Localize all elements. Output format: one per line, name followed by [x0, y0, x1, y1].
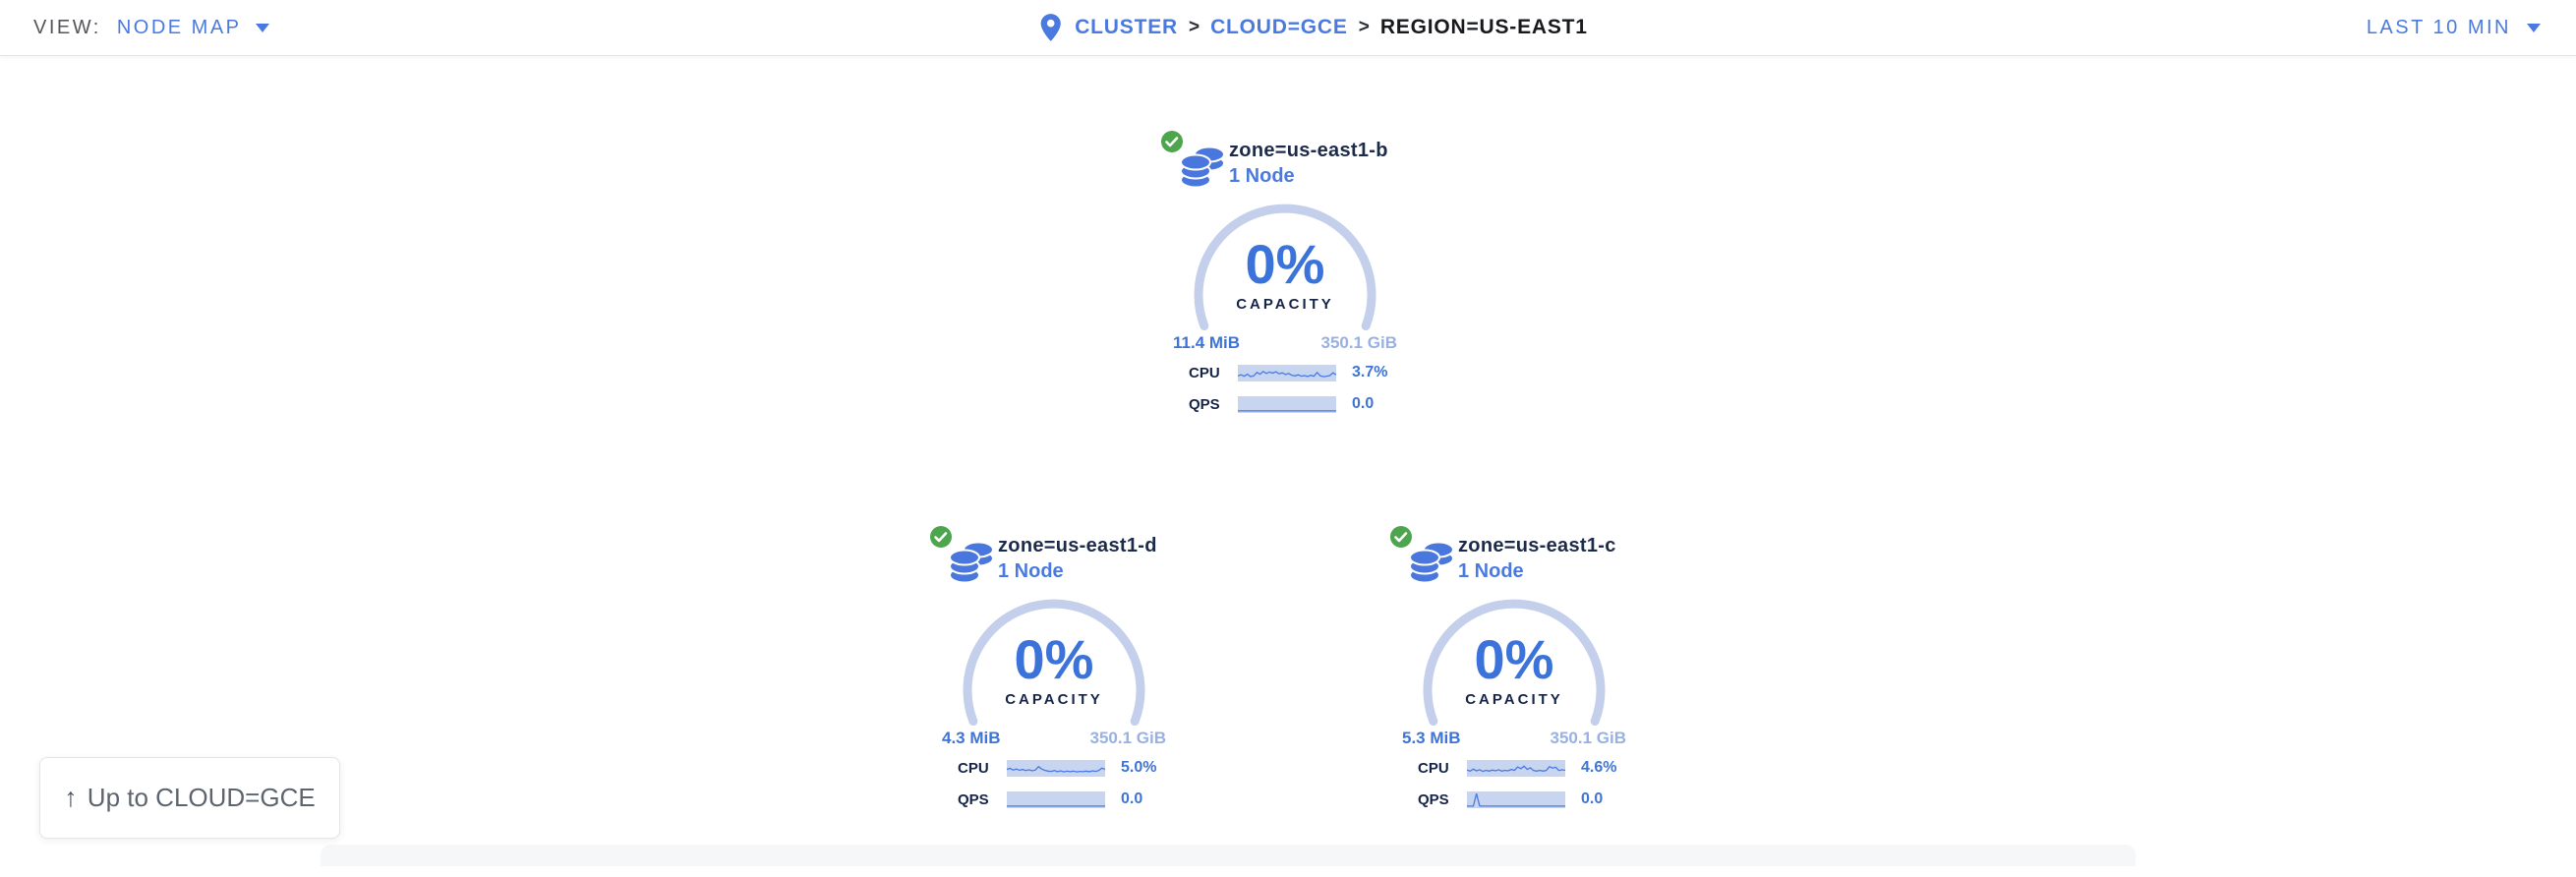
capacity-used: 11.4 MiB — [1173, 333, 1241, 352]
capacity-gauge: 0% CAPACITY — [1194, 204, 1376, 330]
capacity-gauge: 0% CAPACITY — [963, 599, 1145, 726]
cpu-value: 3.7% — [1352, 364, 1388, 380]
zone-card-us-east1-c[interactable]: zone=us-east1-c 1 Node 0% CAPACITY 5.3 M… — [1357, 520, 1671, 845]
capacity-percentage: 0% — [1475, 628, 1554, 690]
view-selector-dropdown[interactable]: NODE MAP — [117, 17, 269, 39]
zone-card-us-east1-b[interactable]: zone=us-east1-b 1 Node 0% CAPACITY 11.4 … — [1128, 125, 1442, 449]
zone-name: zone=us-east1-b — [1229, 140, 1388, 161]
capacity-total: 350.1 GiB — [1550, 729, 1627, 747]
capacity-label: CAPACITY — [1465, 691, 1563, 708]
capacity-gauge-arc — [1423, 599, 1606, 726]
breadcrumb-current-region: REGION=US-EAST1 — [1379, 16, 1588, 38]
qps-value: 0.0 — [1352, 395, 1375, 412]
zone-node-count: 1 Node — [1458, 560, 1524, 582]
zone-card-us-east1-d[interactable]: zone=us-east1-d 1 Node 0% CAPACITY 4.3 M… — [897, 520, 1211, 845]
capacity-percentage: 0% — [1246, 233, 1325, 295]
map-ground-strip — [321, 845, 2136, 866]
capacity-used: 4.3 MiB — [942, 729, 1001, 747]
capacity-gauge-arc — [1194, 204, 1376, 330]
zone-node-count: 1 Node — [998, 560, 1064, 582]
capacity-gauge: 0% CAPACITY — [1423, 599, 1606, 726]
capacity-used: 5.3 MiB — [1402, 729, 1461, 747]
cpu-label: CPU — [958, 759, 989, 777]
chevron-down-icon — [2527, 23, 2541, 32]
capacity-total: 350.1 GiB — [1320, 333, 1398, 352]
capacity-label: CAPACITY — [1005, 691, 1103, 708]
breadcrumb-separator: > — [1188, 17, 1200, 37]
up-button[interactable]: ↑ Up to CLOUD=GCE — [39, 757, 340, 839]
capacity-gauge-arc — [963, 599, 1145, 726]
time-range-selector[interactable]: LAST 10 MIN — [2367, 17, 2541, 39]
capacity-label: CAPACITY — [1236, 296, 1334, 313]
location-pin-icon — [1040, 14, 1061, 41]
cpu-value: 5.0% — [1121, 759, 1157, 776]
cpu-label: CPU — [1189, 364, 1220, 381]
qps-label: QPS — [958, 790, 989, 808]
status-ok-icon — [930, 526, 952, 548]
cpu-sparkline — [1007, 759, 1105, 777]
database-stack-icon — [1180, 146, 1225, 189]
qps-value: 0.0 — [1581, 790, 1604, 807]
node-map-canvas: zone=us-east1-b 1 Node 0% CAPACITY 11.4 … — [0, 56, 2576, 877]
status-ok-icon — [1161, 131, 1183, 152]
capacity-percentage: 0% — [1015, 628, 1094, 690]
zone-name: zone=us-east1-c — [1458, 535, 1616, 556]
cpu-sparkline — [1467, 759, 1565, 777]
qps-label: QPS — [1418, 790, 1449, 808]
cpu-value: 4.6% — [1581, 759, 1617, 776]
breadcrumb: CLUSTER > CLOUD=GCE > REGION=US-EAST1 — [1039, 13, 1588, 42]
time-range-value: LAST 10 MIN — [2366, 16, 2511, 38]
breadcrumb-link-cluster[interactable]: CLUSTER — [1075, 16, 1178, 38]
up-arrow-icon: ↑ — [64, 783, 78, 812]
qps-value: 0.0 — [1121, 790, 1143, 807]
breadcrumb-link-cloud-gce[interactable]: CLOUD=GCE — [1210, 16, 1348, 38]
qps-sparkline — [1238, 395, 1336, 413]
zone-node-count: 1 Node — [1229, 165, 1295, 187]
view-bar: VIEW: NODE MAP CLUSTER > CLOUD=GCE > REG… — [0, 0, 2576, 56]
up-button-label: Up to CLOUD=GCE — [87, 783, 316, 812]
view-selector-value: NODE MAP — [116, 16, 242, 38]
database-stack-icon — [1409, 541, 1454, 584]
cpu-label: CPU — [1418, 759, 1449, 777]
status-ok-icon — [1390, 526, 1412, 548]
zone-name: zone=us-east1-d — [998, 535, 1157, 556]
qps-sparkline — [1467, 790, 1565, 808]
chevron-down-icon — [255, 23, 269, 32]
database-stack-icon — [949, 541, 994, 584]
capacity-total: 350.1 GiB — [1089, 729, 1167, 747]
breadcrumb-separator: > — [1358, 17, 1370, 37]
cpu-sparkline — [1238, 364, 1336, 381]
view-label: VIEW: — [33, 16, 101, 38]
qps-sparkline — [1007, 790, 1105, 808]
qps-label: QPS — [1189, 395, 1220, 413]
